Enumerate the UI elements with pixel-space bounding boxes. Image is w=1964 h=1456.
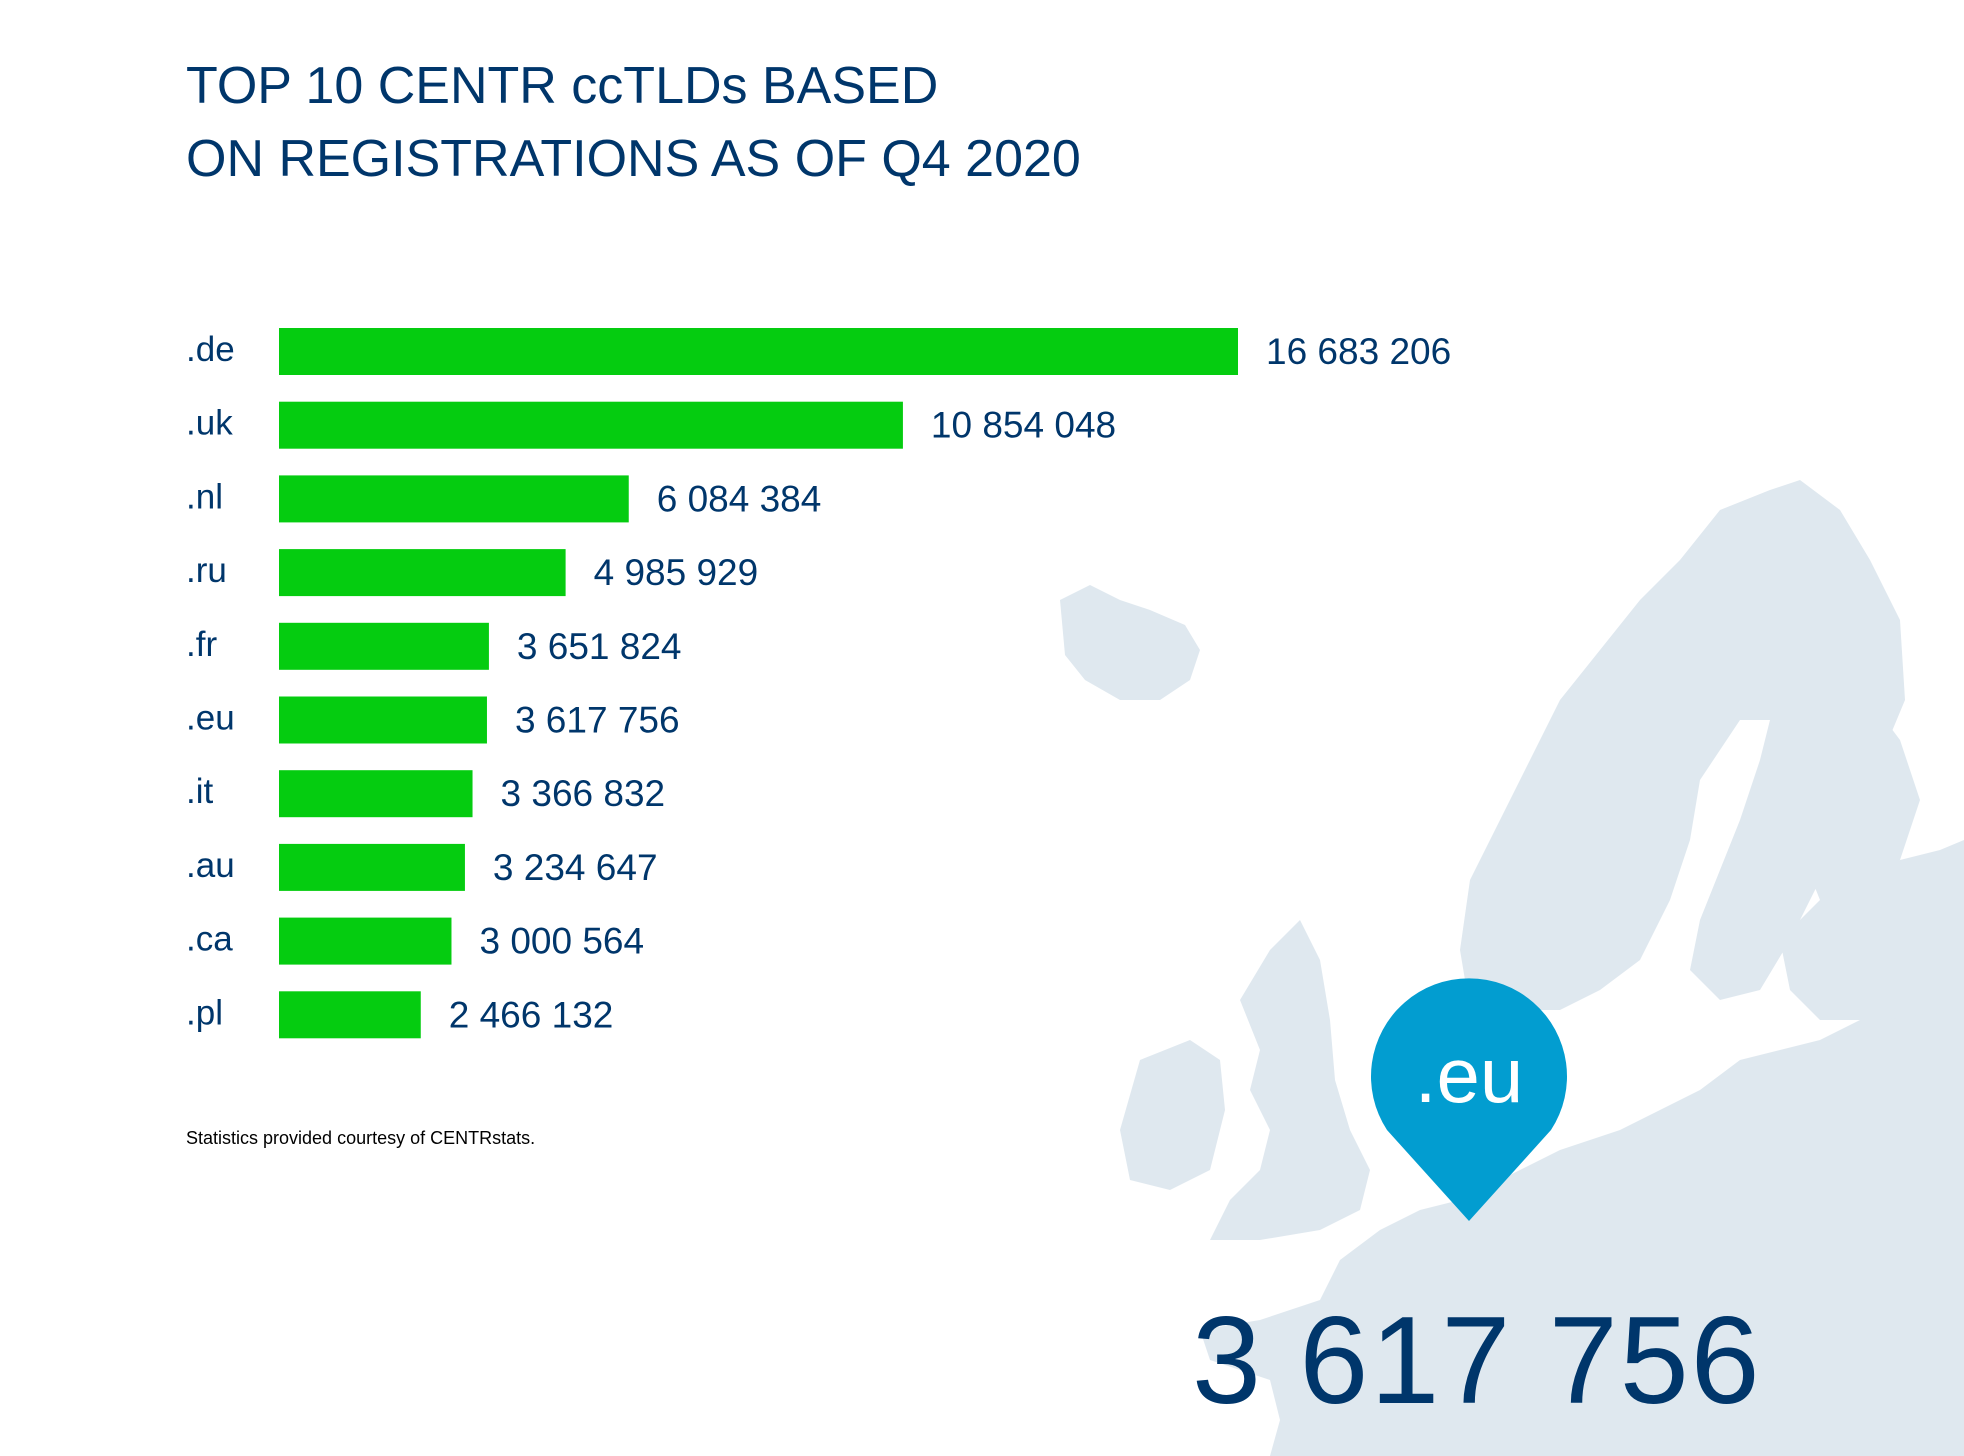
baltic-shape <box>1780 840 1964 1020</box>
chart-title: TOP 10 CENTR ccTLDs BASED ON REGISTRATIO… <box>186 50 1081 196</box>
category-label: .ru <box>186 551 227 590</box>
pin-label: .eu <box>1414 1031 1524 1119</box>
bar-ru <box>279 549 566 597</box>
bar-it <box>279 770 473 818</box>
bar-ca <box>279 917 452 965</box>
value-label: 3 651 824 <box>517 626 682 667</box>
value-label: 3 617 756 <box>515 700 680 741</box>
category-label: .ca <box>186 920 233 959</box>
finland-shape <box>1790 690 1920 900</box>
bar-uk <box>279 401 903 449</box>
bar-pl <box>279 991 421 1039</box>
category-label: .fr <box>186 625 217 664</box>
value-label: 10 854 048 <box>931 405 1116 446</box>
category-label: .pl <box>186 993 223 1032</box>
title-line-1: TOP 10 CENTR ccTLDs BASED <box>186 57 939 115</box>
value-label: 3 366 832 <box>501 773 666 814</box>
category-label: .au <box>186 846 235 885</box>
mainland-europe-shape <box>1200 1000 1964 1456</box>
ireland-shape <box>1120 1040 1225 1190</box>
bar-eu <box>279 696 487 744</box>
category-label: .uk <box>186 404 233 443</box>
value-label: 6 084 384 <box>657 478 822 519</box>
highlight-value: 3 617 756 <box>1192 1292 1762 1430</box>
value-label: 3 234 647 <box>493 847 658 888</box>
value-label: 3 000 564 <box>479 921 644 962</box>
bar-fr <box>279 622 489 670</box>
value-label: 16 683 206 <box>1266 331 1451 372</box>
category-label: .nl <box>186 477 223 516</box>
value-label: 2 466 132 <box>449 994 614 1035</box>
iceland-shape <box>1060 585 1200 700</box>
bar-nl <box>279 475 629 523</box>
bar-au <box>279 843 465 891</box>
scandinavia-shape <box>1460 480 1905 1010</box>
title-line-2: ON REGISTRATIONS AS OF Q4 2020 <box>186 130 1081 188</box>
footnote: Statistics provided courtesy of CENTRsta… <box>186 1128 536 1148</box>
value-label: 4 985 929 <box>594 552 759 593</box>
category-label: .de <box>186 330 235 369</box>
category-label: .it <box>186 772 214 811</box>
category-label: .eu <box>186 699 235 738</box>
great-britain-shape <box>1210 920 1370 1240</box>
bar-de <box>279 328 1238 375</box>
